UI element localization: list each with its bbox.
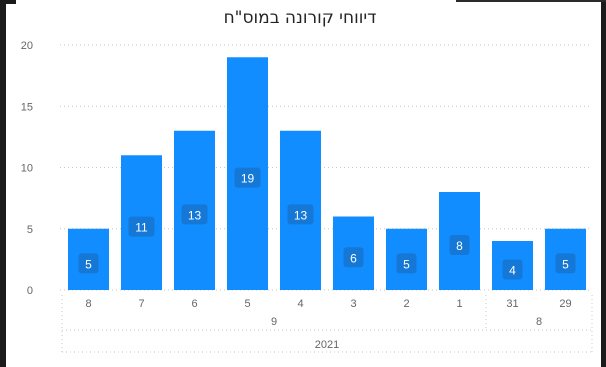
x-tick-label: 1 <box>456 298 462 310</box>
x-tick-label: 29 <box>559 298 571 310</box>
data-label: 13 <box>294 208 308 222</box>
data-label-background <box>234 167 261 188</box>
y-tick-label: 10 <box>21 163 33 175</box>
year-group-label: 2021 <box>315 339 339 351</box>
data-label-background <box>502 259 523 280</box>
y-axis: 0 5 10 15 20 <box>21 40 33 297</box>
frame-top-edge <box>456 0 606 2</box>
data-label-background <box>449 235 470 255</box>
data-label-background <box>128 216 155 237</box>
data-label: 13 <box>188 208 202 222</box>
x-tick-label: 5 <box>244 298 250 310</box>
x-axis: 8 7 6 5 4 3 2 1 31 29 9 8 2021 <box>61 295 593 353</box>
x-tick-label: 3 <box>350 298 356 310</box>
data-label: 11 <box>135 221 148 235</box>
data-label-background <box>396 253 417 274</box>
data-label: 5 <box>562 257 569 271</box>
frame-border-right <box>601 0 606 367</box>
data-label-background <box>78 253 99 274</box>
data-label: 8 <box>456 239 463 253</box>
data-label: 19 <box>241 172 255 186</box>
x-tick-label: 4 <box>297 298 303 310</box>
data-label: 5 <box>85 257 92 271</box>
x-tick-label: 8 <box>85 298 91 310</box>
y-tick-label: 5 <box>27 224 33 236</box>
y-tick-label: 15 <box>21 101 33 113</box>
data-label: 4 <box>509 264 516 278</box>
month-group-label: 8 <box>536 316 542 328</box>
y-tick-label: 0 <box>27 285 33 297</box>
bars: 5 11 13 19 13 6 5 8 4 5 <box>68 57 586 290</box>
data-label-background <box>287 204 314 225</box>
data-label-background <box>181 204 208 225</box>
data-label-background <box>343 247 364 268</box>
month-group-label: 9 <box>271 316 277 328</box>
x-tick-label: 31 <box>506 298 518 310</box>
data-label: 5 <box>403 257 410 271</box>
y-tick-label: 20 <box>21 40 33 52</box>
frame-corner <box>0 0 16 4</box>
chart-title: דיווחי קורונה במוס"ח <box>224 8 377 28</box>
data-label-background <box>555 253 576 274</box>
data-label: 6 <box>350 251 357 265</box>
x-tick-label: 7 <box>138 298 144 310</box>
x-tick-label: 2 <box>403 298 409 310</box>
x-tick-label: 6 <box>191 298 197 310</box>
frame-border-left <box>0 0 6 367</box>
